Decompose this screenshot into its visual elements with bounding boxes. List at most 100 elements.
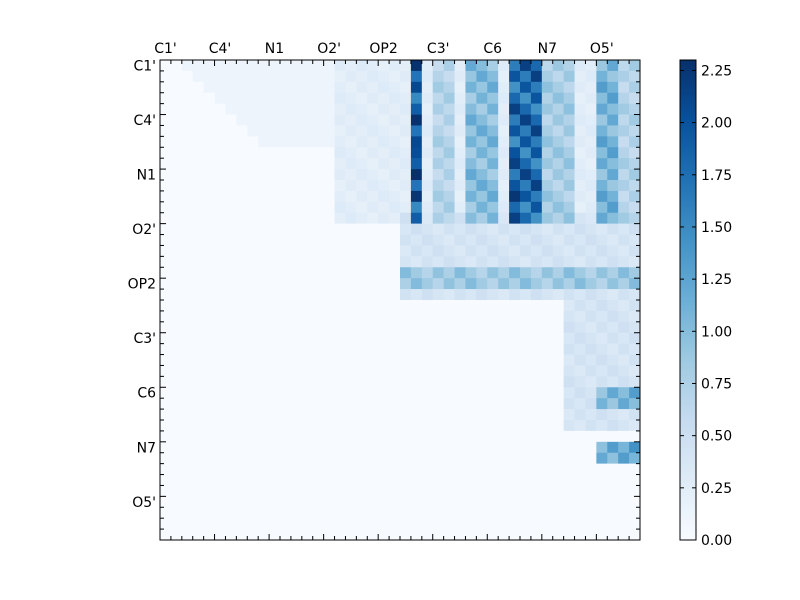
heatmap-cell [454,201,466,214]
heatmap-cell [432,485,444,497]
heatmap-cell [400,485,412,497]
heatmap-cell [170,496,183,508]
heatmap-cell [225,169,237,181]
heatmap-cell [585,147,597,159]
heatmap-cell [596,387,608,399]
heatmap-cell [465,136,477,148]
heatmap-cell [574,376,586,388]
heatmap-cell [421,496,434,508]
heatmap-cell [356,180,368,192]
heatmap-cell [280,278,292,290]
heatmap-cell [454,190,466,203]
heatmap-cell [345,180,357,192]
heatmap-cell [607,60,619,72]
heatmap-cell [367,365,379,377]
heatmap-cell [290,343,303,355]
heatmap-cell [432,321,444,334]
heatmap-cell [170,278,183,290]
heatmap-cell [541,190,554,203]
heatmap-cell [389,507,401,519]
heatmap-cell [552,180,564,192]
heatmap-cell [367,485,379,497]
heatmap-cell [192,114,204,126]
heatmap-cell [345,169,357,181]
heatmap-cell [541,376,554,388]
heatmap-cell [367,376,379,388]
heatmap-cell [607,92,619,104]
heatmap-cell [421,485,434,497]
heatmap-cell [596,365,608,377]
heatmap-cell [498,485,510,497]
heatmap-cell [400,300,412,312]
heatmap-cell [389,343,401,355]
heatmap-cell [476,70,488,83]
x-tick-label: OP2 [369,41,397,57]
heatmap-cell [214,321,226,334]
heatmap-cell [378,278,390,290]
heatmap-cell [356,441,368,454]
heatmap-cell [236,245,248,257]
heatmap-cell [334,387,346,399]
heatmap-cell [269,452,281,464]
heatmap-cell [367,125,379,137]
heatmap-cell [454,267,466,279]
heatmap-cell [432,289,444,301]
heatmap-cell [290,212,303,224]
heatmap-cell [356,190,368,203]
heatmap-cell [203,136,215,148]
heatmap-cell [345,430,357,443]
heatmap-cell [454,420,466,432]
heatmap-cell [498,81,510,94]
heatmap-cell [280,376,292,388]
heatmap-cell [280,518,292,530]
heatmap-cell [432,223,444,235]
heatmap-cell [629,485,641,497]
heatmap-cell [530,300,543,312]
heatmap-cell [334,529,346,541]
heatmap-cell [356,420,368,432]
heatmap-cell [465,310,477,323]
heatmap-cell [509,289,521,301]
heatmap-cell [170,223,183,235]
heatmap-cell [323,180,335,192]
heatmap-cell [509,245,521,257]
heatmap-cell [465,212,477,224]
heatmap-cell [389,452,401,464]
heatmap-cell [203,300,215,312]
heatmap-cell [487,387,499,399]
heatmap-cell [520,441,532,454]
heatmap-cell [236,147,248,159]
heatmap-cell [312,409,324,421]
heatmap-cell [618,529,630,541]
heatmap-cell [585,529,597,541]
heatmap-cell [280,190,292,203]
heatmap-cell [454,529,466,541]
heatmap-cell [258,245,270,257]
heatmap-cell [563,158,575,170]
heatmap-cell [410,245,423,257]
heatmap-cell [563,125,575,137]
heatmap-cell [323,321,335,334]
heatmap-cell [465,125,477,137]
heatmap-cell [574,147,586,159]
heatmap-cell [312,190,324,203]
heatmap-cell [552,485,564,497]
heatmap-cell [410,485,423,497]
heatmap-cell [454,496,466,508]
heatmap-cell [476,354,488,366]
heatmap-cell [509,234,521,246]
heatmap-cell [520,529,532,541]
heatmap-cell [618,114,630,126]
heatmap-cell [476,463,488,475]
heatmap-cell [520,103,532,115]
heatmap-cell [192,136,204,148]
heatmap-cell [225,496,237,508]
heatmap-cell [280,114,292,126]
heatmap-cell [378,507,390,519]
heatmap-cell [160,507,172,519]
heatmap-cell [421,234,434,246]
heatmap-cell [476,430,488,443]
heatmap-cell [225,507,237,519]
heatmap-cell [498,278,510,290]
heatmap-cell [421,507,434,519]
